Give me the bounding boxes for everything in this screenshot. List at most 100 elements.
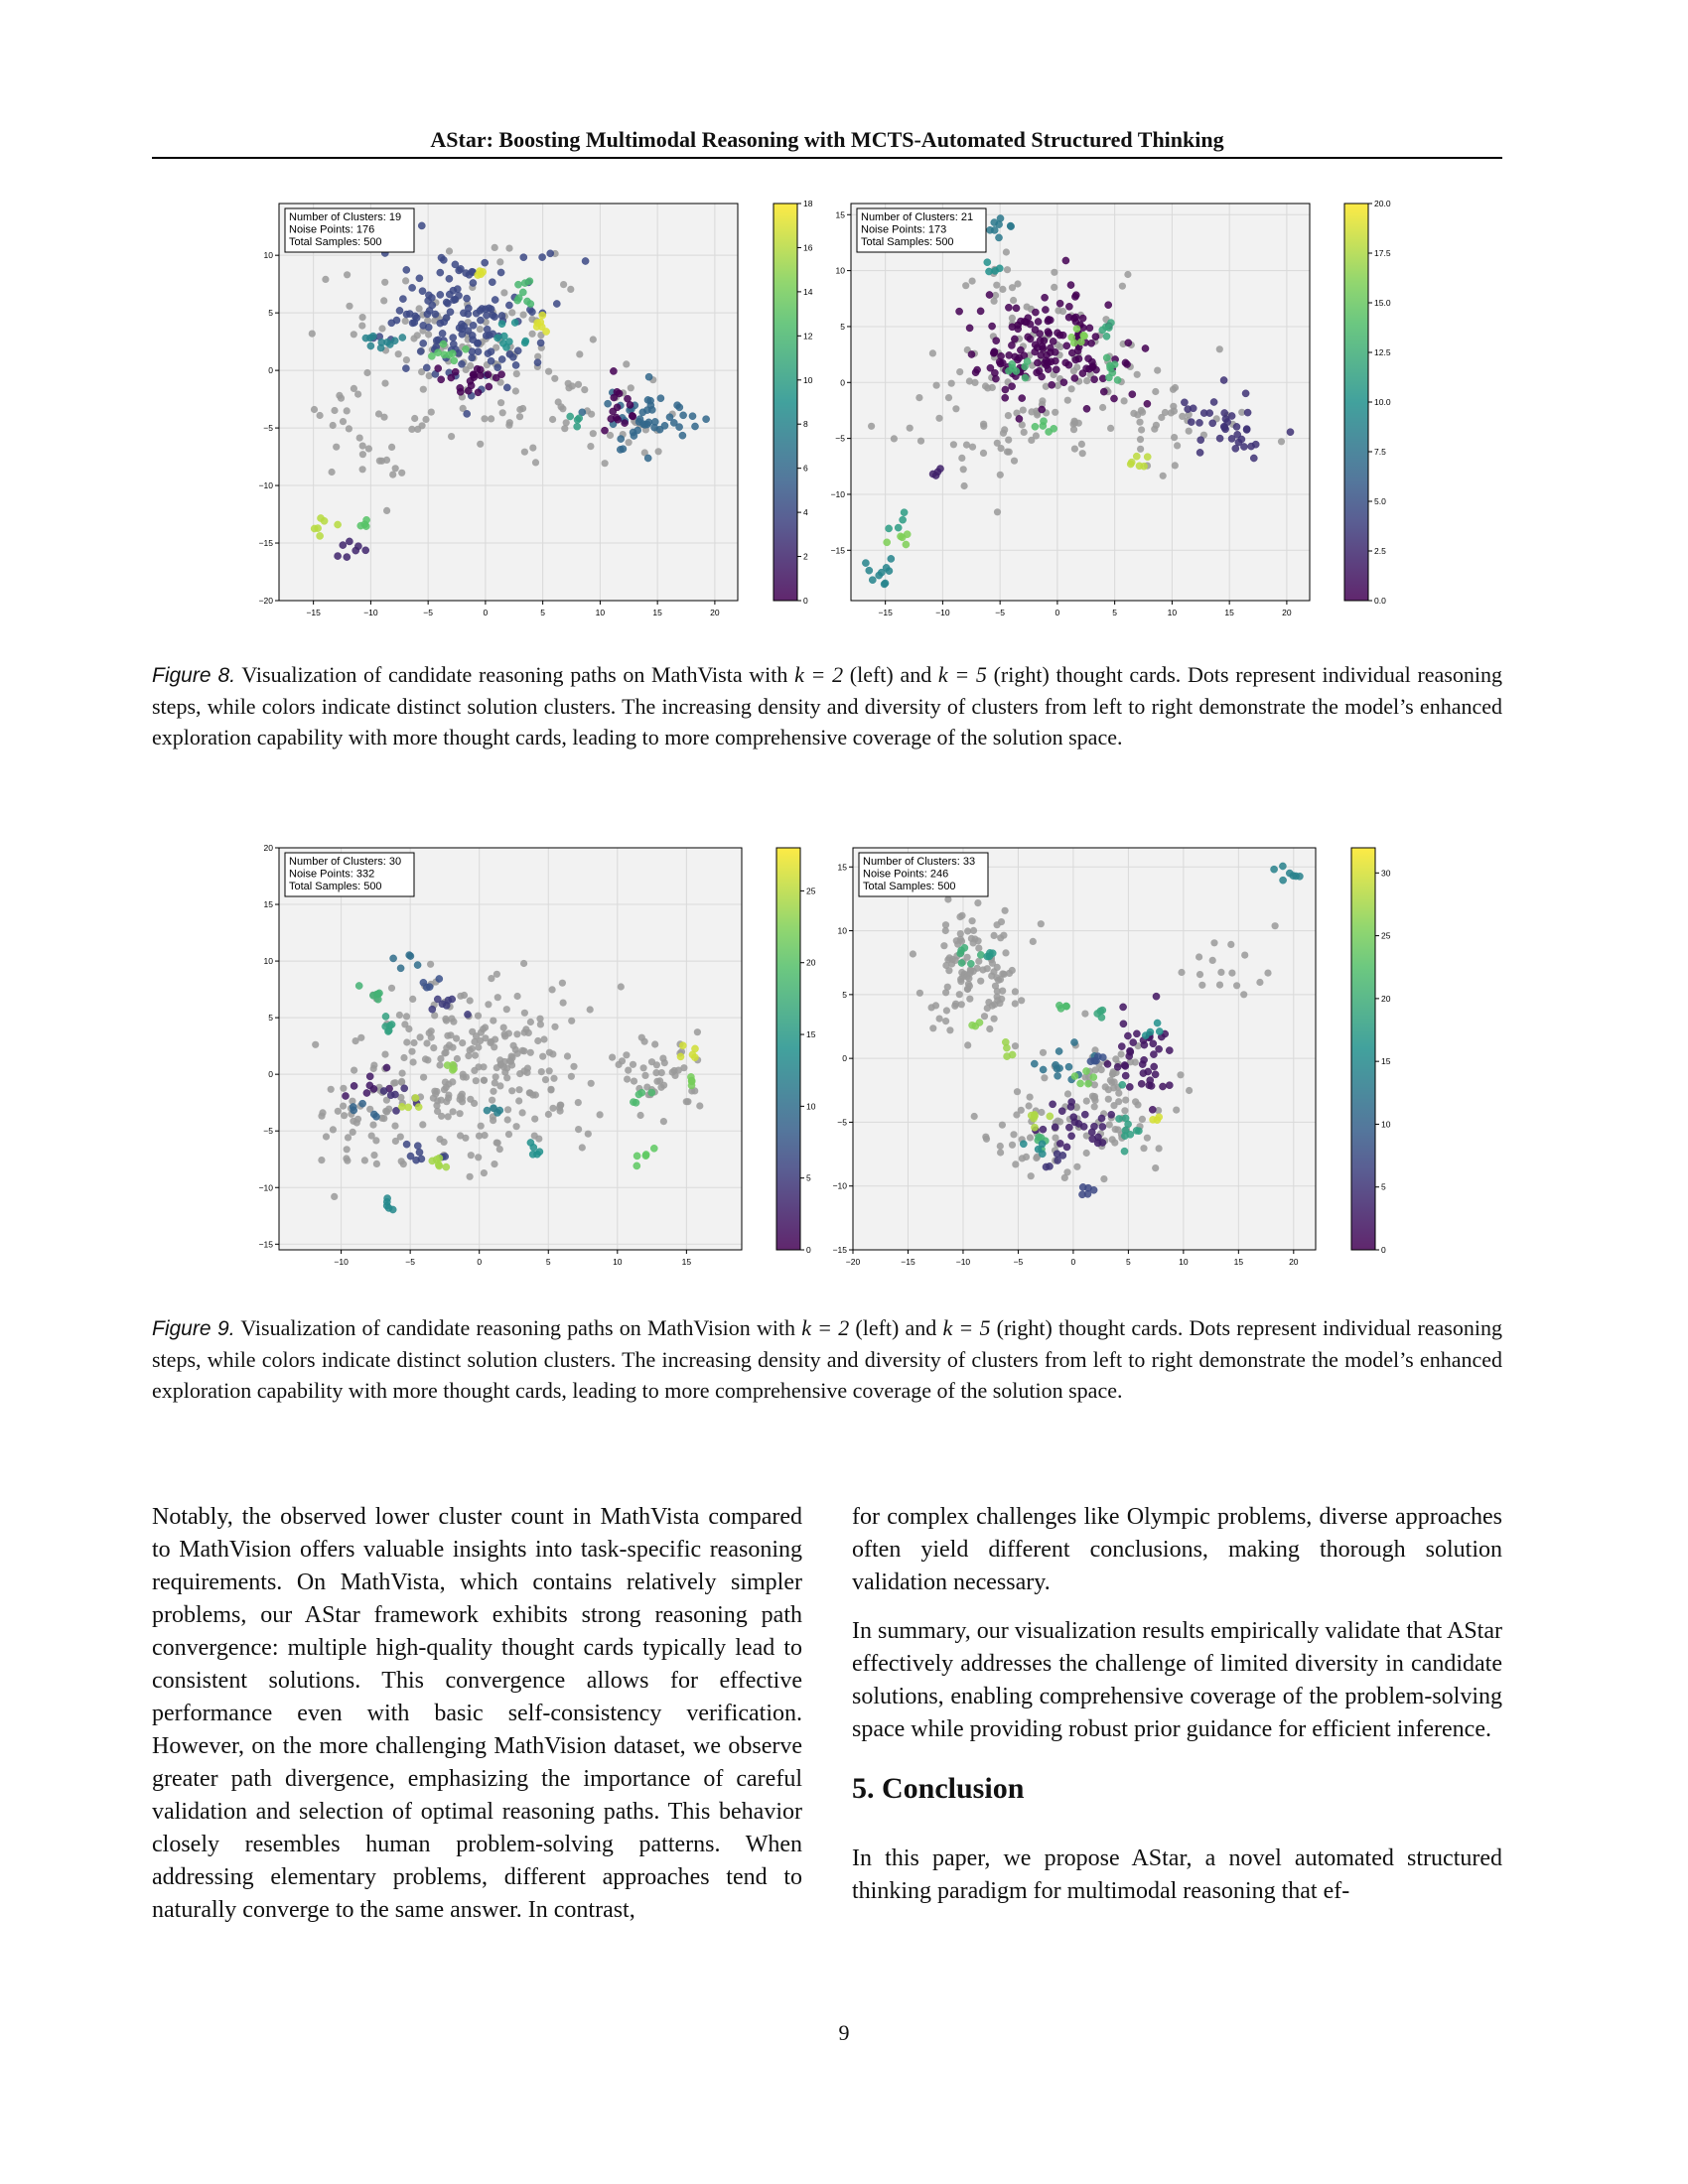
cluster-point [377, 339, 386, 346]
noise-point [402, 1013, 411, 1021]
cluster-point [1008, 341, 1016, 349]
noise-point [496, 258, 504, 266]
noise-point [440, 1138, 448, 1146]
noise-point [1008, 966, 1016, 975]
y-tick-label: −15 [259, 1239, 274, 1249]
cluster-point [1220, 422, 1228, 431]
noise-point [651, 1040, 659, 1048]
x-tick-label: −5 [405, 1257, 415, 1267]
noise-point [398, 469, 406, 477]
noise-point [492, 970, 500, 978]
y-tick-label: −15 [259, 538, 274, 548]
noise-point [1038, 1108, 1046, 1117]
x-tick-label: 5 [546, 1257, 551, 1267]
noise-point [639, 1064, 647, 1072]
x-tick-label: −15 [901, 1257, 915, 1267]
cluster-point [352, 546, 359, 555]
paragraph: In summary, our visualization results em… [852, 1618, 1502, 1742]
x-tick-label: 15 [1234, 1257, 1244, 1267]
noise-point [480, 1076, 489, 1084]
noise-point [1137, 445, 1145, 453]
noise-point [1090, 1103, 1098, 1111]
noise-point [1121, 1107, 1129, 1115]
cluster-point [1061, 256, 1070, 265]
figure-8-caption-b: (left) and [843, 662, 938, 687]
cluster-point [1270, 865, 1278, 874]
noise-point [968, 277, 976, 285]
cluster-point [1023, 357, 1032, 365]
noise-point [436, 1061, 444, 1069]
colorbar-tick-label: 4 [803, 507, 808, 517]
noise-point [993, 439, 1001, 447]
cluster-point [1011, 335, 1019, 343]
noise-point [349, 1097, 356, 1105]
noise-point [497, 399, 505, 407]
noise-point [541, 1076, 550, 1084]
cluster-point [1129, 1038, 1138, 1046]
cluster-point [417, 1155, 426, 1163]
cluster-point [1286, 869, 1294, 878]
noise-point [419, 385, 427, 393]
cluster-point [1150, 1062, 1159, 1071]
noise-point [1019, 406, 1027, 414]
cluster-point [479, 268, 487, 276]
noise-point [982, 1135, 991, 1143]
noise-point [578, 1144, 586, 1152]
cluster-point [581, 257, 590, 265]
cluster-point [490, 1104, 497, 1113]
noise-point [328, 468, 336, 477]
noise-point [1159, 472, 1167, 479]
colorbar-tick-label: 20.0 [1374, 199, 1391, 208]
info-line: Noise Points: 246 [863, 869, 948, 881]
cluster-point [1151, 1070, 1160, 1079]
noise-point [1023, 303, 1031, 311]
noise-point [401, 317, 409, 325]
cluster-point [476, 365, 485, 374]
cluster-point [1127, 458, 1136, 467]
noise-point [630, 1077, 638, 1085]
noise-point [977, 977, 985, 985]
noise-point [1136, 418, 1144, 426]
cluster-point [1020, 1140, 1028, 1149]
cluster-point [428, 1005, 437, 1014]
cluster-point [1024, 333, 1033, 341]
noise-point [467, 1152, 475, 1160]
noise-point [550, 1074, 558, 1082]
cluster-point [520, 279, 529, 287]
noise-point [985, 999, 993, 1007]
cluster-point [1113, 1062, 1122, 1071]
noise-point [490, 1117, 497, 1125]
cluster-point [362, 1089, 371, 1097]
noise-point [1227, 940, 1235, 948]
cluster-point [610, 393, 619, 402]
noise-point [990, 968, 998, 976]
noise-point [996, 471, 1004, 478]
noise-point [963, 953, 971, 961]
cluster-point [1196, 449, 1204, 457]
cluster-point [977, 951, 985, 959]
cluster-point [629, 412, 637, 421]
colorbar-tick-label: 0 [806, 1245, 811, 1255]
noise-point [504, 1131, 513, 1139]
noise-point [398, 1069, 406, 1077]
cluster-point [1032, 308, 1040, 317]
noise-point [405, 1024, 413, 1033]
noise-point [999, 285, 1007, 293]
y-tick-label: −10 [831, 489, 846, 499]
noise-point [992, 291, 1000, 300]
cluster-point [1005, 366, 1013, 375]
cluster-point [1115, 1115, 1123, 1123]
noise-point [990, 297, 998, 305]
plot-frame [852, 847, 1317, 1251]
noise-point [378, 325, 386, 333]
noise-point [1138, 426, 1146, 434]
cluster-point [514, 294, 523, 302]
x-tick-label: 10 [1168, 608, 1178, 617]
cluster-point [370, 1110, 378, 1119]
cluster-point [996, 359, 1005, 368]
noise-point [1097, 1066, 1105, 1074]
noise-point [549, 415, 557, 424]
y-tick-label: 10 [264, 250, 274, 260]
noise-point [372, 1137, 380, 1145]
cluster-point [434, 348, 442, 356]
